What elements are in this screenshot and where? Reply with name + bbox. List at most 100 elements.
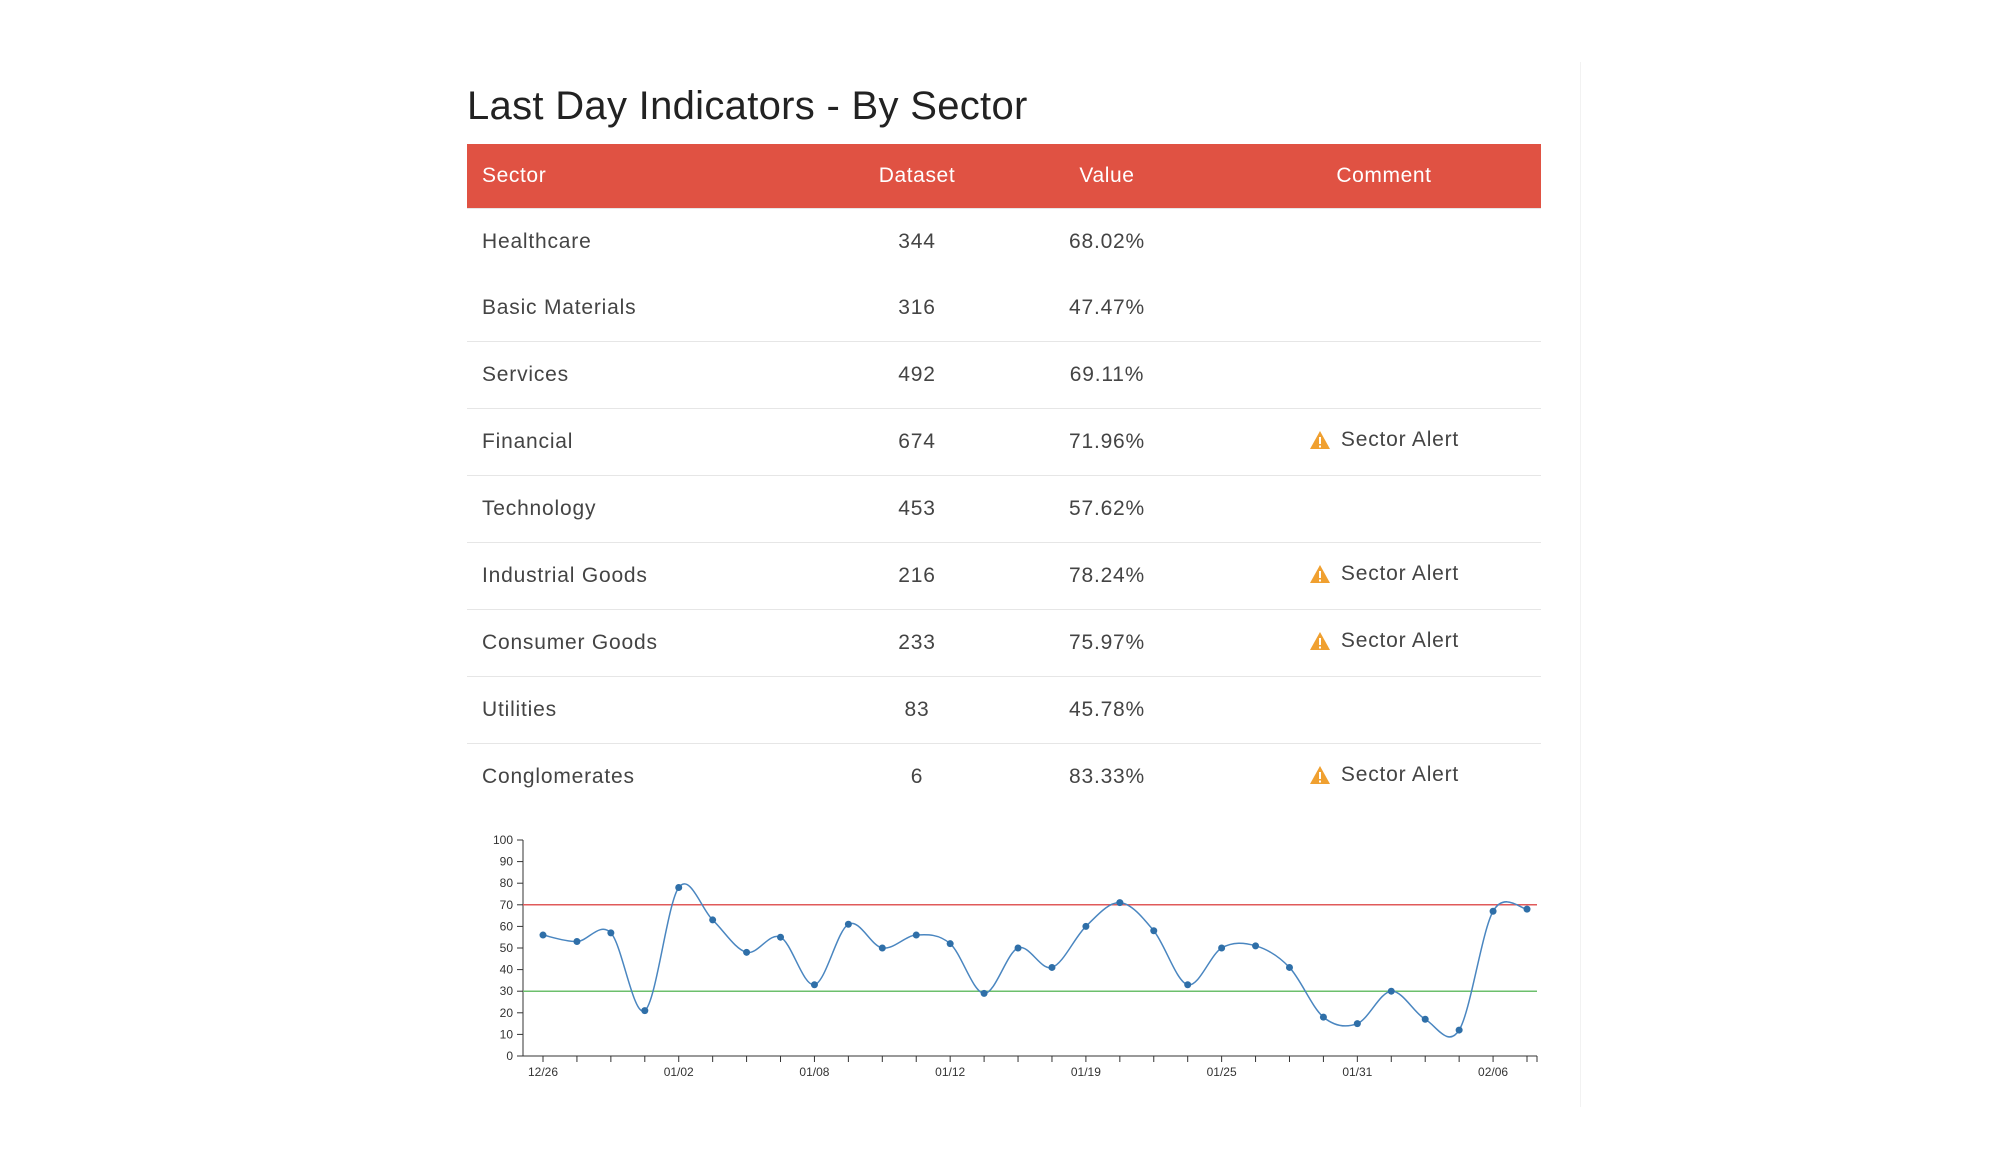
y-tick-label: 40 — [500, 963, 514, 977]
alert-label: Sector Alert — [1340, 428, 1460, 451]
value-trend-chart: 0 10 20 30 40 50 60 70 80 90 100 12/26 01/02 01/08 01/… — [467, 820, 1567, 1085]
data-point — [573, 938, 581, 946]
x-tick-label: 02/06 — [1478, 1065, 1508, 1079]
comment-cell: Sector Alert — [1227, 743, 1541, 810]
data-point — [1421, 1015, 1429, 1023]
sector-name-cell: Technology — [467, 475, 847, 543]
table-row[interactable]: Conglomerates 6 83.33% Sector Alert — [467, 743, 1541, 810]
column-header-dataset[interactable]: Dataset — [847, 144, 987, 209]
dataset-count-cell: 344 — [847, 208, 987, 275]
data-point — [1082, 922, 1090, 930]
sector-name-cell: Conglomerates — [467, 743, 847, 810]
x-tick-label: 01/19 — [1071, 1065, 1101, 1079]
data-point — [1048, 963, 1056, 971]
dataset-count-cell: 453 — [847, 475, 987, 543]
x-tick-label: 01/25 — [1207, 1065, 1237, 1079]
value-percent-cell: 71.96% — [987, 408, 1227, 476]
dataset-count-cell: 492 — [847, 341, 987, 409]
value-percent-cell: 83.33% — [987, 743, 1227, 810]
value-percent-cell: 47.47% — [1068, 296, 1146, 319]
data-point — [1489, 907, 1497, 915]
y-tick-label: 90 — [500, 855, 514, 869]
x-tick-label: 01/31 — [1342, 1065, 1372, 1079]
dashboard-panel — [455, 62, 1581, 1107]
data-point — [1252, 942, 1260, 950]
x-tick-label: 01/02 — [664, 1065, 694, 1079]
table-row[interactable]: Financial 674 71.96% Sector Alert — [467, 408, 1541, 476]
table-row[interactable]: Healthcare 344 68.02% — [467, 208, 1541, 275]
data-point — [1116, 899, 1124, 907]
sector-alert: Sector Alert — [1309, 428, 1459, 452]
comment-cell: Sector Alert — [1227, 542, 1541, 610]
data-point — [1387, 987, 1395, 995]
value-percent-cell: 57.62% — [987, 475, 1227, 543]
x-tick-label: 01/08 — [799, 1065, 829, 1079]
data-point — [1353, 1020, 1361, 1028]
sector-name-cell: Industrial Goods — [467, 542, 847, 610]
x-tick-label: 12/26 — [528, 1065, 558, 1079]
y-tick-label: 0 — [506, 1049, 513, 1063]
table-row[interactable]: Industrial Goods 216 78.24% Sector Alert — [467, 542, 1541, 610]
dataset-count-cell: 6 — [847, 743, 987, 810]
line-chart-svg: 0 10 20 30 40 50 60 70 80 90 100 12/26 01/02 01/08 01/… — [493, 833, 1538, 1079]
data-point — [539, 931, 547, 939]
table-body: Healthcare 344 68.02% Basic Materials 316 47.… — [467, 208, 1541, 810]
sector-indicators-table: Sector Dataset Value Comment Healthcare 3… — [467, 144, 1541, 810]
series-line — [542, 883, 1528, 1038]
alert-label: Sector Alert — [1340, 763, 1460, 786]
comment-cell — [1227, 275, 1541, 342]
data-point — [946, 940, 954, 948]
table-row[interactable]: Basic Materials 316 47.47% — [467, 275, 1541, 342]
alert-label: Sector Alert — [1340, 629, 1460, 652]
data-point — [844, 920, 852, 928]
value-percent-cell: 78.24% — [987, 542, 1227, 610]
value-percent-cell: 75.97% — [987, 609, 1227, 677]
dataset-count-cell: 233 — [847, 609, 987, 677]
column-header-comment[interactable]: Comment — [1227, 144, 1541, 209]
column-header-value[interactable]: Value — [987, 144, 1227, 209]
column-header-sector[interactable]: Sector — [467, 144, 847, 209]
dataset-count-cell: 316 — [898, 296, 936, 319]
data-point — [1285, 963, 1293, 971]
y-tick-label: 100 — [493, 833, 513, 847]
table-row[interactable]: Technology 453 57.62% — [467, 475, 1541, 543]
warning-triangle-icon — [1309, 430, 1331, 450]
data-point — [1014, 944, 1022, 952]
y-tick-label: 50 — [500, 941, 514, 955]
dataset-count-cell: 674 — [847, 408, 987, 476]
data-point — [675, 884, 683, 892]
sector-name-cell: Basic Materials — [482, 296, 637, 319]
y-tick-label: 30 — [500, 984, 514, 998]
data-point — [709, 916, 717, 924]
y-tick-label: 10 — [500, 1027, 514, 1041]
data-point — [810, 981, 818, 989]
value-percent-cell: 68.02% — [987, 208, 1227, 275]
sector-name-cell: Financial — [467, 408, 847, 476]
data-point — [1184, 981, 1192, 989]
value-percent-cell: 69.11% — [987, 341, 1227, 409]
table-row[interactable]: Services 492 69.11% — [467, 341, 1541, 409]
sector-name-cell: Services — [467, 341, 847, 409]
comment-cell — [1227, 208, 1541, 275]
data-point — [980, 989, 988, 997]
data-point — [1455, 1026, 1463, 1034]
data-point — [1319, 1013, 1327, 1021]
table-row[interactable]: Consumer Goods 233 75.97% Sector Alert — [467, 609, 1541, 677]
value-percent-cell: 45.78% — [987, 676, 1227, 744]
comment-cell: Sector Alert — [1227, 408, 1541, 476]
y-tick-label: 80 — [500, 876, 514, 890]
table-header-row: Sector Dataset Value Comment — [467, 144, 1541, 209]
table-row[interactable]: Utilities 83 45.78% — [467, 676, 1541, 744]
sector-alert: Sector Alert — [1309, 562, 1459, 586]
comment-cell — [1227, 475, 1541, 543]
warning-triangle-icon — [1309, 765, 1331, 785]
comment-cell: Sector Alert — [1227, 609, 1541, 677]
data-point — [743, 948, 751, 956]
sector-name-cell: Healthcare — [467, 208, 847, 275]
sector-alert: Sector Alert — [1309, 763, 1459, 787]
data-point — [641, 1007, 649, 1015]
dataset-count-cell: 83 — [847, 676, 987, 744]
page-title: Last Day Indicators - By Sector — [467, 84, 1028, 128]
data-point — [1523, 905, 1531, 913]
comment-cell — [1227, 341, 1541, 409]
